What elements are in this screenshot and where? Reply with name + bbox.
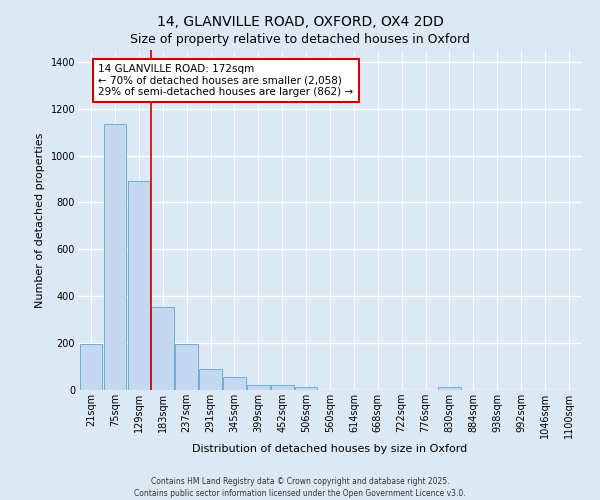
Bar xyxy=(80,344,103,390)
Y-axis label: Number of detached properties: Number of detached properties xyxy=(35,132,45,308)
Bar xyxy=(104,124,127,390)
Text: Size of property relative to detached houses in Oxford: Size of property relative to detached ho… xyxy=(130,32,470,46)
Bar xyxy=(271,386,293,390)
Text: 14, GLANVILLE ROAD, OXFORD, OX4 2DD: 14, GLANVILLE ROAD, OXFORD, OX4 2DD xyxy=(157,15,443,29)
Bar xyxy=(199,369,222,390)
Bar xyxy=(151,308,174,390)
Bar xyxy=(247,385,269,390)
Bar xyxy=(295,387,317,390)
X-axis label: Distribution of detached houses by size in Oxford: Distribution of detached houses by size … xyxy=(193,444,467,454)
Bar xyxy=(128,180,150,390)
Text: 14 GLANVILLE ROAD: 172sqm
← 70% of detached houses are smaller (2,058)
29% of se: 14 GLANVILLE ROAD: 172sqm ← 70% of detac… xyxy=(98,64,353,98)
Bar xyxy=(175,344,198,390)
Bar xyxy=(223,377,246,390)
Text: Contains HM Land Registry data © Crown copyright and database right 2025.
Contai: Contains HM Land Registry data © Crown c… xyxy=(134,476,466,498)
Bar xyxy=(438,387,461,390)
